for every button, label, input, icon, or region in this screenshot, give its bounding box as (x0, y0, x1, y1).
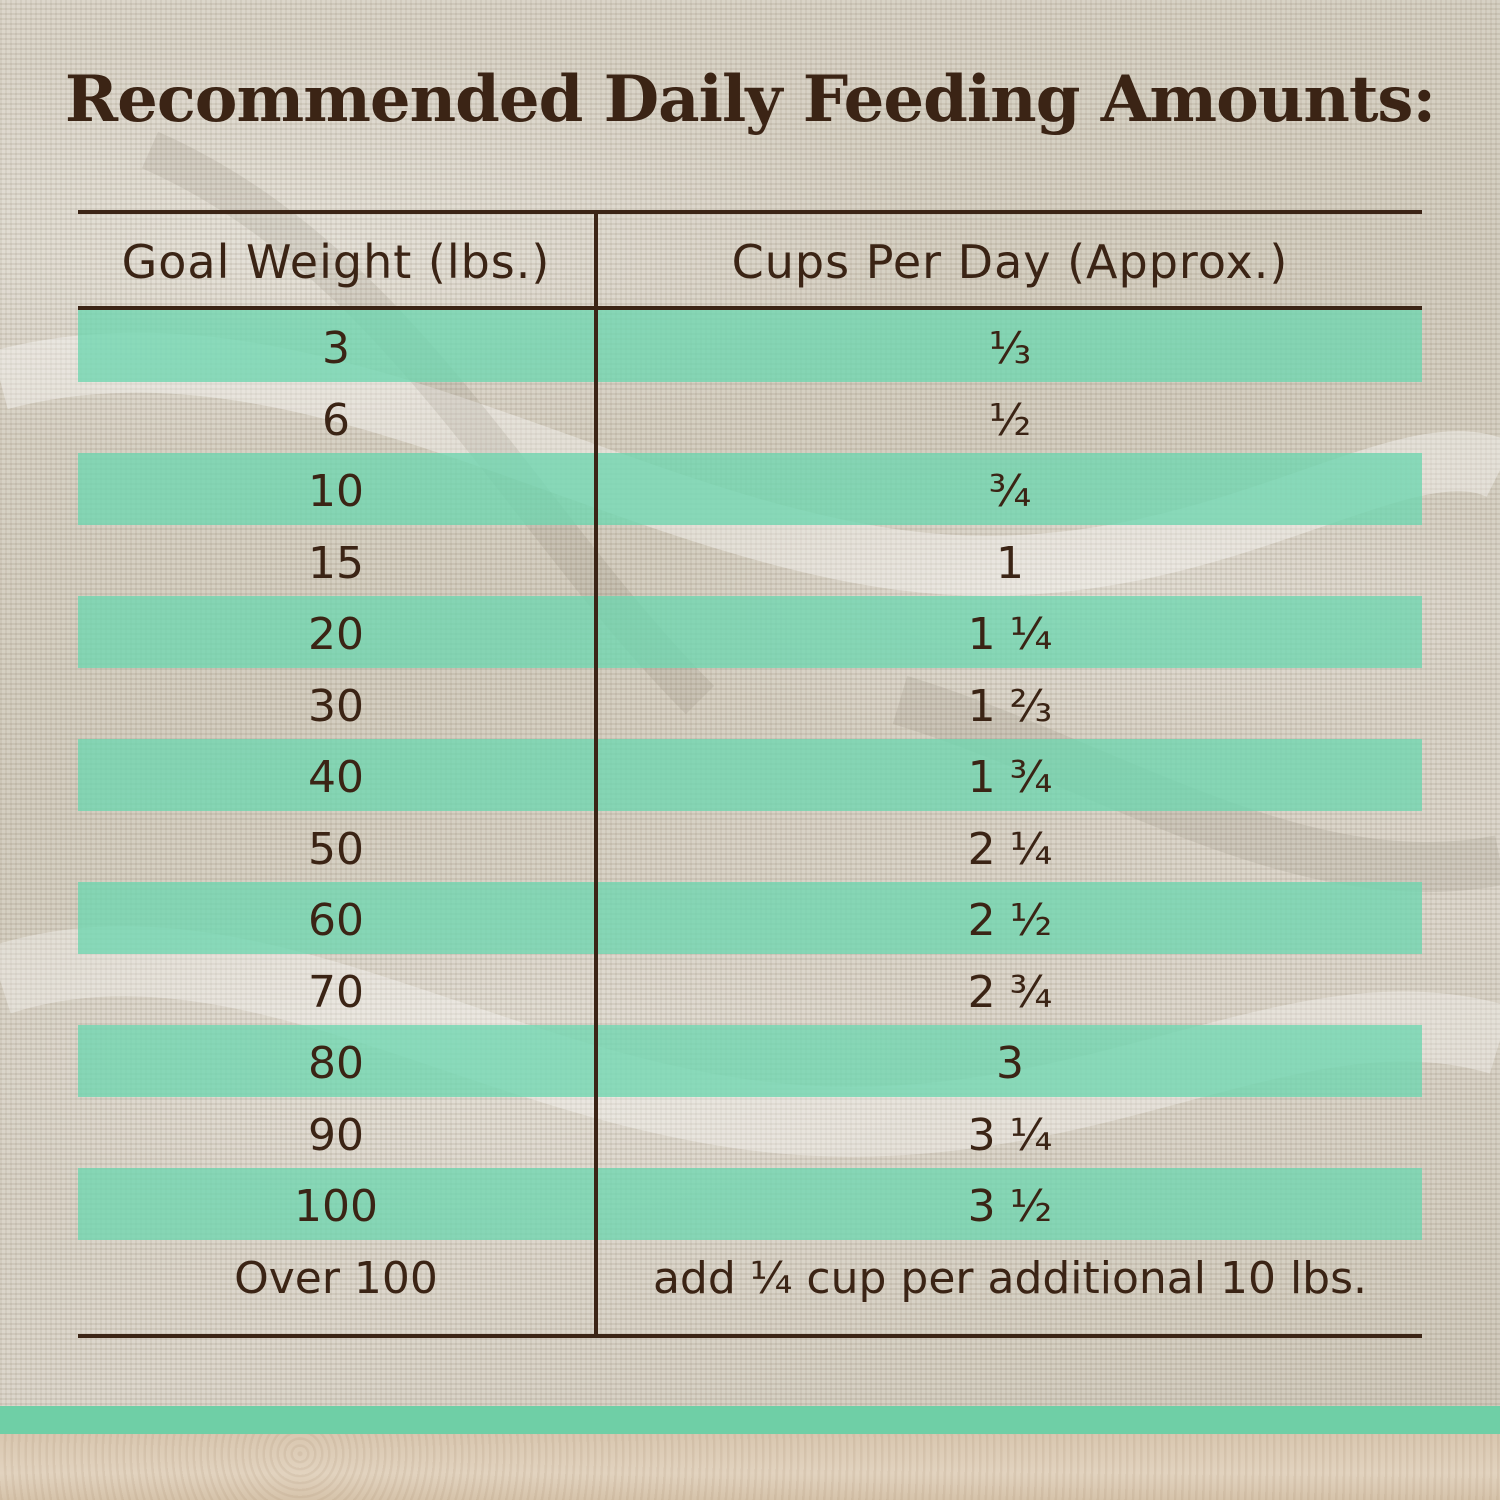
cups-cell: ½ (988, 394, 1032, 446)
column-divider (594, 210, 598, 1338)
page-title: Recommended Daily Feeding Amounts: (64, 62, 1436, 137)
table-row: 3 ⅓ (78, 310, 1422, 382)
cups-cell: 3 ¼ (967, 1109, 1053, 1161)
table-row: 40 1 ¾ (78, 739, 1422, 811)
cups-cell: 2 ½ (967, 895, 1053, 946)
feeding-table: Goal Weight (lbs.) Cups Per Day (Approx.… (78, 210, 1422, 1338)
cups-cell: 2 ¼ (967, 823, 1053, 875)
table-row: 60 2 ½ (78, 882, 1422, 954)
table-top-rule (78, 210, 1422, 214)
table-row: 15 1 (78, 525, 1422, 597)
table-row: 100 3 ½ (78, 1168, 1422, 1240)
weight-cell: 80 (308, 1038, 364, 1089)
cups-cell: 3 (996, 1038, 1024, 1089)
table-row: 20 1 ¼ (78, 596, 1422, 668)
table-bottom-rule (78, 1334, 1422, 1338)
weight-cell: 3 (322, 323, 350, 374)
cups-cell: 1 ⅔ (967, 680, 1053, 732)
cups-cell: ⅓ (988, 323, 1032, 374)
footer-accent-band (0, 1406, 1500, 1434)
table-row: 10 ¾ (78, 453, 1422, 525)
weight-cell: 40 (308, 752, 364, 803)
weight-cell: 50 (308, 823, 364, 875)
weight-cell: 10 (308, 466, 364, 517)
weight-cell: 90 (308, 1109, 364, 1161)
weight-cell: Over 100 (234, 1252, 438, 1304)
cups-cell: 1 ¾ (967, 752, 1053, 803)
cups-cell: 2 ¾ (967, 966, 1053, 1018)
cups-cell: 3 ½ (967, 1181, 1053, 1232)
cups-cell: 1 ¼ (967, 609, 1053, 660)
weight-cell: 15 (308, 537, 364, 589)
weight-cell: 6 (322, 394, 350, 446)
weight-cell: 60 (308, 895, 364, 946)
table-row: 90 3 ¼ (78, 1097, 1422, 1169)
weight-cell: 100 (294, 1181, 378, 1232)
weight-cell: 20 (308, 609, 364, 660)
table-row: 6 ½ (78, 382, 1422, 454)
table-row: 80 3 (78, 1025, 1422, 1097)
table-row: Over 100 add ¼ cup per additional 10 lbs… (78, 1240, 1422, 1312)
table-row: 70 2 ¾ (78, 954, 1422, 1026)
cups-cell: add ¼ cup per additional 10 lbs. (652, 1252, 1368, 1304)
header-cups-per-day: Cups Per Day (Approx.) (731, 235, 1289, 289)
footer-sand-strip (0, 1434, 1500, 1500)
cups-cell: 1 (996, 537, 1024, 589)
weight-cell: 30 (308, 680, 364, 732)
table-row: 50 2 ¼ (78, 811, 1422, 883)
table-header-rule (78, 306, 1422, 310)
cups-cell: ¾ (988, 466, 1032, 517)
weight-cell: 70 (308, 966, 364, 1018)
table-row: 30 1 ⅔ (78, 668, 1422, 740)
header-goal-weight: Goal Weight (lbs.) (121, 235, 551, 289)
